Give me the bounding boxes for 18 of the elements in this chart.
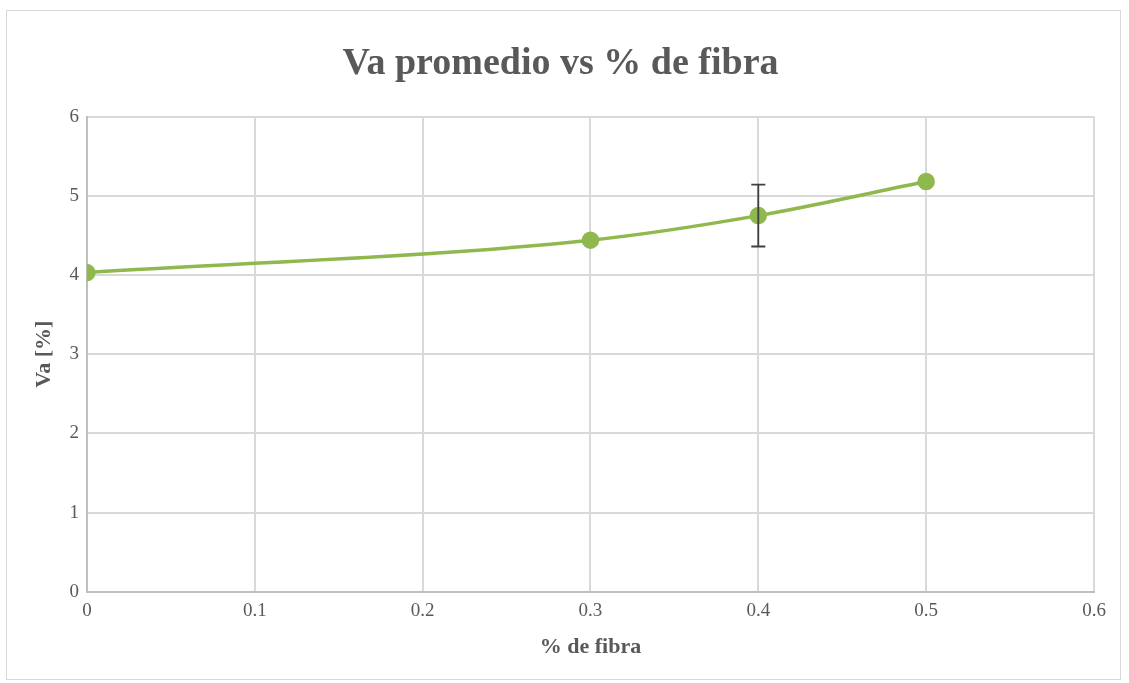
chart-title: Va promedio vs % de fibra <box>342 39 779 82</box>
x-tick-label: 0.2 <box>410 599 435 621</box>
x-axis-title: % de fibra <box>539 633 642 659</box>
y-tick-label: 0 <box>69 579 79 601</box>
y-tick-label: 4 <box>69 262 80 284</box>
x-tick-label: 0.3 <box>578 599 603 621</box>
y-tick-label: 5 <box>69 183 79 205</box>
x-tick-label: 0.6 <box>1082 599 1106 621</box>
x-tick-label: 0.5 <box>914 599 939 621</box>
x-tick-label: 0.4 <box>746 599 771 621</box>
point <box>917 172 935 191</box>
y-axis-title: Va [%] <box>29 320 55 388</box>
y-tick-label: 2 <box>69 421 79 443</box>
x-tick-label: 0.1 <box>242 599 267 621</box>
y-tick-label: 6 <box>69 104 79 126</box>
y-tick-label: 1 <box>69 500 79 522</box>
y-tick-label: 3 <box>69 342 79 364</box>
point <box>581 231 600 249</box>
